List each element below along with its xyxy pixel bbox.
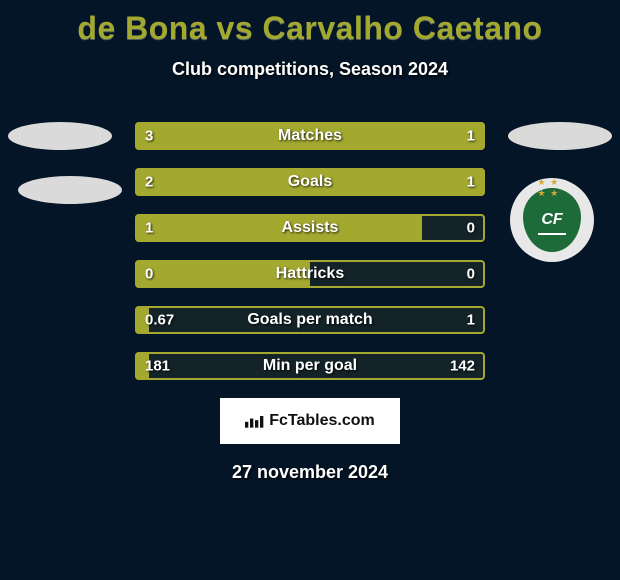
chart-icon xyxy=(245,414,265,428)
player-left-oval-2 xyxy=(18,176,122,204)
stat-row: Goals per match0.67 1 xyxy=(135,306,485,334)
stat-value-left: 1 xyxy=(145,220,153,237)
stat-value-right: 0 xyxy=(467,220,475,237)
comparison-title: de Bona vs Carvalho Caetano xyxy=(0,0,620,47)
stat-value-right: 1 xyxy=(467,174,475,191)
stat-row: Assists1 0 xyxy=(135,214,485,242)
stat-bars: Matches31Goals21Assists10Hattricks00Goal… xyxy=(135,122,485,380)
stat-value-right: 1 xyxy=(467,312,475,329)
badge-stars-icon: ★ ★ ★ ★ xyxy=(538,177,567,199)
player-right-oval-1 xyxy=(508,122,612,150)
site-name: FcTables.com xyxy=(269,412,375,430)
player-left-oval-1 xyxy=(8,122,112,150)
stat-value-right: 142 xyxy=(450,358,475,375)
stat-value-left: 0 xyxy=(145,266,153,283)
stat-row: Matches3 1 xyxy=(135,122,485,150)
badge-letters: CF xyxy=(541,211,562,229)
stat-label: Hattricks xyxy=(135,265,485,283)
stat-label: Min per goal xyxy=(135,357,485,375)
date-label: 27 november 2024 xyxy=(0,462,620,483)
stat-value-right: 0 xyxy=(467,266,475,283)
stat-value-left: 2 xyxy=(145,174,153,191)
stat-row: Goals2 1 xyxy=(135,168,485,196)
stat-row: Hattricks0 0 xyxy=(135,260,485,288)
stat-label: Goals per match xyxy=(135,311,485,329)
stat-row: Min per goal181 142 xyxy=(135,352,485,380)
stat-label: Assists xyxy=(135,219,485,237)
club-badge: ★ ★ ★ ★ CF xyxy=(510,178,594,262)
stat-label: Goals xyxy=(135,173,485,191)
stat-value-left: 181 xyxy=(145,358,170,375)
stat-value-left: 3 xyxy=(145,128,153,145)
stat-value-right: 1 xyxy=(467,128,475,145)
stat-value-left: 0.67 xyxy=(145,312,174,329)
comparison-subtitle: Club competitions, Season 2024 xyxy=(0,59,620,80)
site-badge[interactable]: FcTables.com xyxy=(220,398,400,444)
stat-label: Matches xyxy=(135,127,485,145)
